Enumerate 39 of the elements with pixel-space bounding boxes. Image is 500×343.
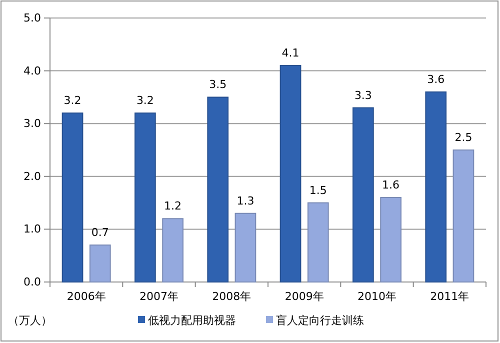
x-tick-label: 2010年 xyxy=(358,290,396,303)
bar xyxy=(380,197,402,282)
y-tick-label: 1.0 xyxy=(24,222,41,236)
data-label: 0.7 xyxy=(91,226,109,240)
x-tick-label: 2006年 xyxy=(66,290,106,303)
data-label: 1.5 xyxy=(309,184,327,197)
bar xyxy=(452,150,474,282)
bar xyxy=(162,218,184,282)
data-label: 3.2 xyxy=(136,94,154,108)
x-tick-label: 2008年 xyxy=(212,290,252,303)
bar xyxy=(352,107,374,282)
x-tick-label: 2009年 xyxy=(284,290,324,303)
data-label: 1.3 xyxy=(236,194,254,208)
legend-label: 低视力配用助视器 xyxy=(148,314,236,327)
data-label: 4.1 xyxy=(282,46,300,60)
y-tick-label: 2.0 xyxy=(24,170,41,183)
data-label: 3.3 xyxy=(354,88,372,102)
bar xyxy=(207,96,229,282)
x-tick-label: 2007年 xyxy=(140,290,178,303)
bar xyxy=(62,112,84,282)
data-label: 3.5 xyxy=(209,78,227,92)
data-label: 1.2 xyxy=(164,200,182,213)
bar xyxy=(134,112,156,282)
bar xyxy=(234,212,256,282)
data-label: 1.6 xyxy=(382,178,400,192)
y-tick-label: 0.0 xyxy=(24,276,41,289)
y-axis-title: （万人） xyxy=(8,314,52,327)
data-label: 3.6 xyxy=(427,72,445,86)
y-tick-label: 3.0 xyxy=(24,117,41,130)
bar xyxy=(280,65,302,282)
legend-label: 盲人定向行走训练 xyxy=(276,314,364,327)
x-tick-label: 2011年 xyxy=(430,290,470,303)
bar xyxy=(89,244,111,282)
bar xyxy=(307,202,329,282)
data-label: 2.5 xyxy=(454,131,472,144)
data-label: 3.2 xyxy=(64,94,82,108)
bar xyxy=(425,91,447,282)
y-tick-label: 5.0 xyxy=(24,12,41,25)
y-tick-label: 4.0 xyxy=(24,64,41,78)
